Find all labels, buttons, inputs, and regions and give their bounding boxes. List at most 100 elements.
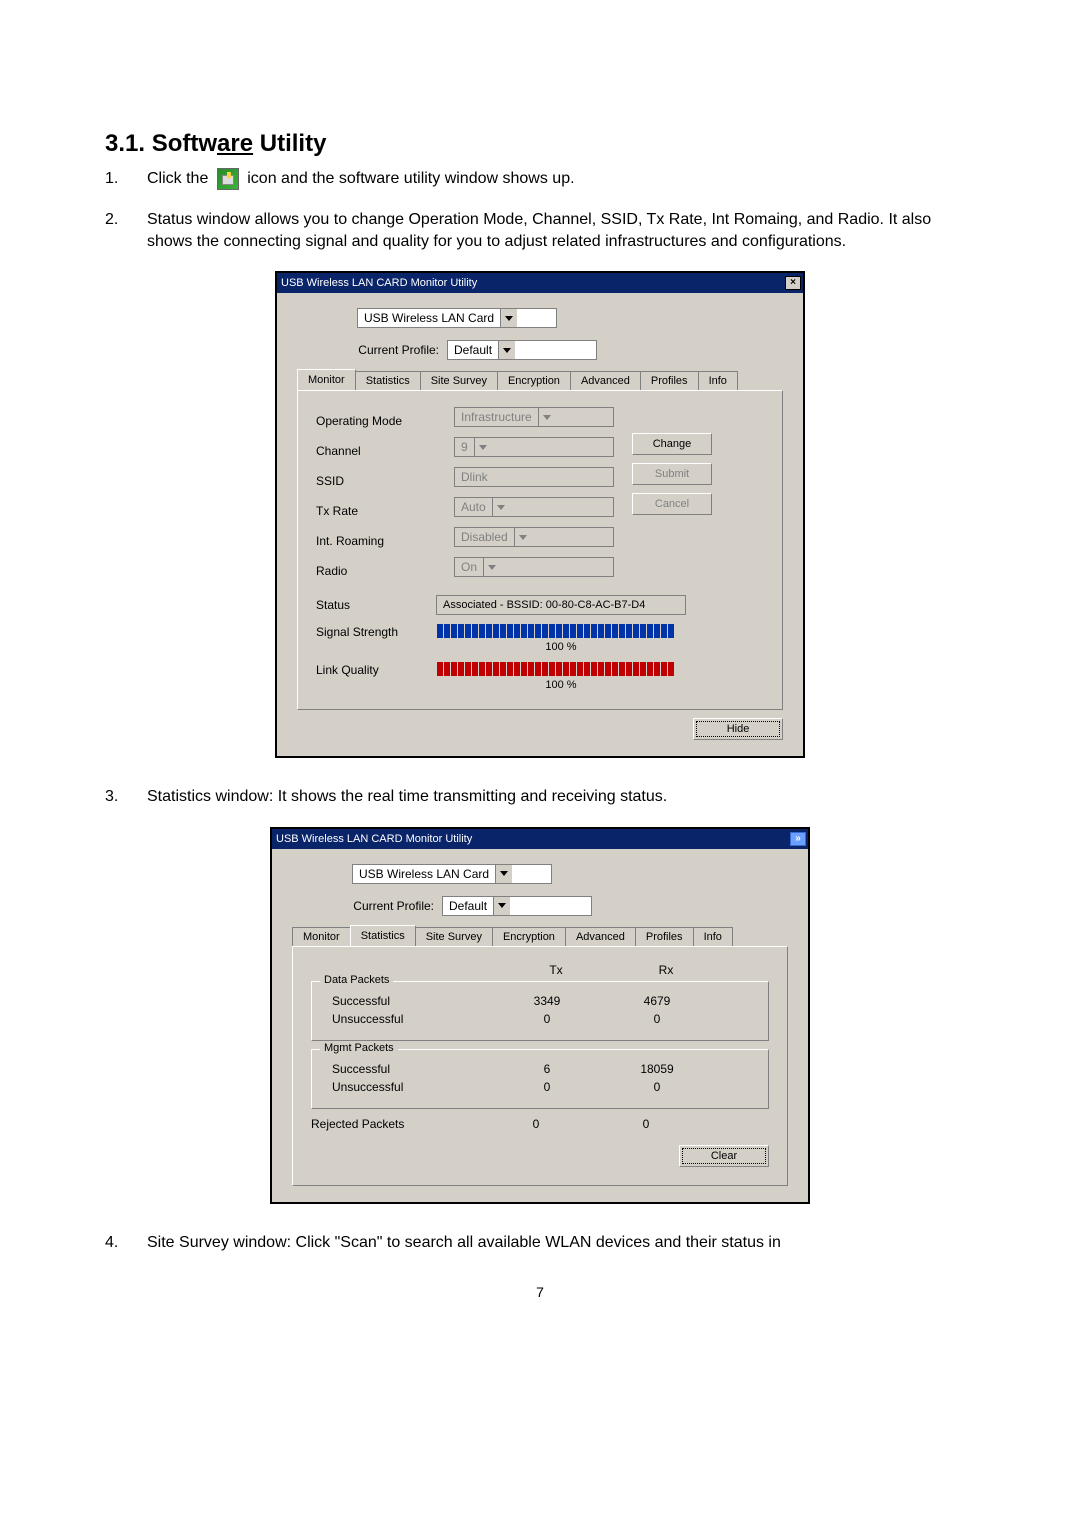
monitor-panel: Operating Mode Channel SSID Tx Rate Int.… [297, 390, 783, 710]
monitor-window: USB Wireless LAN CARD Monitor Utility × … [275, 271, 805, 758]
radio-select[interactable]: On [454, 557, 614, 577]
table-row: Successful 6 18059 [322, 1062, 758, 1076]
txrate-select[interactable]: Auto [454, 497, 614, 517]
table-row: Successful 3349 4679 [322, 994, 758, 1008]
rej-tx: 0 [481, 1117, 591, 1131]
p1-a: Click the [147, 170, 213, 187]
submit-button[interactable]: Submit [632, 463, 712, 485]
mgmt-succ-rx: 18059 [602, 1062, 712, 1076]
paragraph-3: 3. Statistics window: It shows the real … [105, 786, 975, 808]
tab-site-survey[interactable]: Site Survey [420, 371, 498, 390]
tab-encryption[interactable]: Encryption [497, 371, 571, 390]
row-label: Unsuccessful [322, 1012, 492, 1026]
radio-label: Radio [316, 561, 436, 581]
mgmt-un-tx: 0 [492, 1080, 602, 1094]
close-icon[interactable]: × [785, 276, 801, 290]
page-number: 7 [105, 1284, 975, 1300]
tab-encryption[interactable]: Encryption [492, 927, 566, 946]
titlebar: USB Wireless LAN CARD Monitor Utility × [277, 273, 803, 293]
close-icon[interactable]: » [790, 832, 806, 846]
ssid-select[interactable]: Dlink [454, 467, 614, 487]
window-title: USB Wireless LAN CARD Monitor Utility [276, 833, 472, 845]
chevron-down-icon [500, 309, 517, 327]
mgmt-succ-tx: 6 [492, 1062, 602, 1076]
tab-info[interactable]: Info [698, 371, 738, 390]
channel-select[interactable]: 9 [454, 437, 614, 457]
tab-profiles[interactable]: Profiles [635, 927, 694, 946]
data-packets-group: Data Packets Successful 3349 4679 Unsucc… [311, 981, 769, 1041]
rej-rx: 0 [591, 1117, 701, 1131]
row-label: Successful [322, 1062, 492, 1076]
tab-info[interactable]: Info [693, 927, 733, 946]
link-quality-bar [436, 661, 686, 677]
title-part-c: Utility [253, 130, 326, 157]
opmode-select[interactable]: Infrastructure [454, 407, 614, 427]
tab-site-survey[interactable]: Site Survey [415, 927, 493, 946]
profile-select-text: Default [448, 343, 498, 357]
table-row: Unsuccessful 0 0 [322, 1080, 758, 1094]
roaming-label: Int. Roaming [316, 531, 436, 551]
txrate-label: Tx Rate [316, 501, 436, 521]
tab-advanced[interactable]: Advanced [570, 371, 641, 390]
tab-monitor[interactable]: Monitor [292, 927, 351, 946]
chevron-down-icon [538, 408, 555, 426]
chevron-down-icon [483, 558, 500, 576]
data-packets-legend: Data Packets [320, 974, 393, 986]
link-quality-label: Link Quality [316, 661, 436, 677]
device-select-text: USB Wireless LAN Card [353, 867, 495, 881]
status-value: Associated - BSSID: 00-80-C8-AC-B7-D4 [436, 595, 686, 615]
signal-strength-label: Signal Strength [316, 623, 436, 639]
chevron-down-icon [495, 865, 512, 883]
device-select[interactable]: USB Wireless LAN Card [352, 864, 552, 884]
tab-profiles[interactable]: Profiles [640, 371, 699, 390]
tab-statistics[interactable]: Statistics [355, 371, 421, 390]
table-row: Unsuccessful 0 0 [322, 1012, 758, 1026]
device-select[interactable]: USB Wireless LAN Card [357, 308, 557, 328]
clear-button[interactable]: Clear [679, 1145, 769, 1167]
ssid-label: SSID [316, 471, 436, 491]
mgmt-packets-group: Mgmt Packets Successful 6 18059 Unsucces… [311, 1049, 769, 1109]
device-select-text: USB Wireless LAN Card [358, 311, 500, 325]
channel-label: Channel [316, 441, 436, 461]
tab-strip: Monitor Statistics Site Survey Encryptio… [292, 925, 788, 946]
paragraph-4: 4. Site Survey window: Click "Scan" to s… [105, 1232, 975, 1254]
table-row: Rejected Packets 0 0 [311, 1117, 769, 1131]
chevron-down-icon [498, 341, 515, 359]
roaming-select[interactable]: Disabled [454, 527, 614, 547]
chevron-down-icon [492, 498, 509, 516]
p3-num: 3. [105, 786, 129, 808]
p2-num: 2. [105, 209, 129, 254]
row-label: Unsuccessful [322, 1080, 492, 1094]
opmode-label: Operating Mode [316, 411, 436, 431]
tray-wlan-icon [217, 168, 239, 190]
profile-select[interactable]: Default [447, 340, 597, 360]
tab-strip: Monitor Statistics Site Survey Encryptio… [297, 369, 783, 390]
p1-b: icon and the software utility window sho… [247, 170, 574, 187]
p1-text: Click the icon and the software utility … [147, 168, 975, 191]
signal-strength-pct: 100 % [436, 641, 686, 653]
statistics-panel: Tx Rx Data Packets Successful 3349 4679 … [292, 946, 788, 1186]
tab-statistics[interactable]: Statistics [350, 925, 416, 946]
tab-monitor[interactable]: Monitor [297, 369, 356, 390]
p4-text: Site Survey window: Click "Scan" to sear… [147, 1232, 975, 1254]
profile-label: Current Profile: [297, 343, 447, 357]
hide-button[interactable]: Hide [693, 718, 783, 740]
titlebar: USB Wireless LAN CARD Monitor Utility » [272, 829, 808, 849]
profile-select-text: Default [443, 899, 493, 913]
section-title: 3.1. Software Utility [105, 130, 975, 158]
title-part-b: are [217, 130, 253, 157]
chevron-down-icon [493, 897, 510, 915]
data-succ-tx: 3349 [492, 994, 602, 1008]
col-tx: Tx [501, 963, 611, 977]
profile-select[interactable]: Default [442, 896, 592, 916]
p2-text: Status window allows you to change Opera… [147, 209, 975, 254]
cancel-button[interactable]: Cancel [632, 493, 712, 515]
data-succ-rx: 4679 [602, 994, 712, 1008]
p4-num: 4. [105, 1232, 129, 1254]
tab-advanced[interactable]: Advanced [565, 927, 636, 946]
status-label: Status [316, 598, 436, 612]
change-button[interactable]: Change [632, 433, 712, 455]
data-un-rx: 0 [602, 1012, 712, 1026]
chevron-down-icon [474, 438, 491, 456]
title-part-a: 3.1. Softw [105, 130, 217, 157]
